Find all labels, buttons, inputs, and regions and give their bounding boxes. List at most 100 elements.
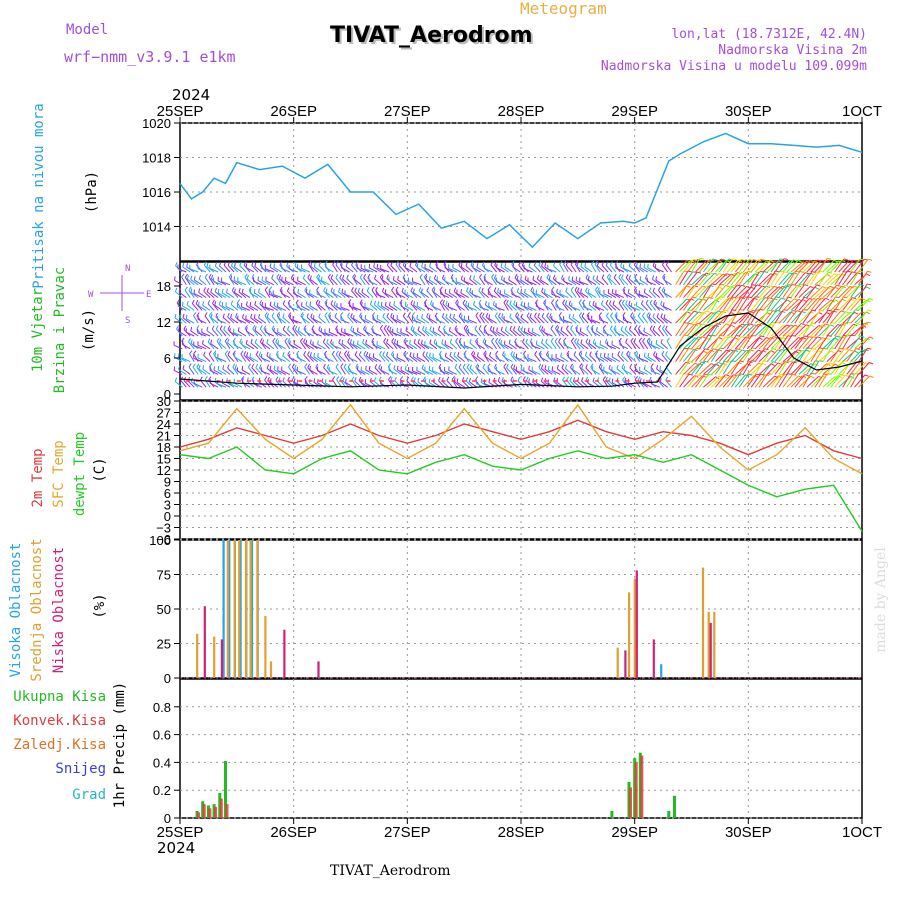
wind-barb — [303, 341, 310, 350]
wind-barb — [802, 322, 813, 337]
wind-barb-flag — [854, 350, 859, 354]
wind-barb — [335, 264, 342, 273]
wind-barb-flag — [607, 288, 610, 293]
wind-barb — [524, 331, 533, 337]
wind-barb — [699, 373, 710, 388]
wind-barb-flag — [759, 270, 764, 273]
wind-barb — [390, 265, 398, 273]
wind-barb — [273, 305, 282, 311]
compass-icon: N S E W — [88, 264, 151, 326]
wind-barb — [615, 331, 625, 337]
wind-barb — [517, 329, 525, 337]
wind-barb — [826, 284, 838, 298]
wind-barb-flag — [802, 299, 807, 302]
wind-barb-flag — [534, 299, 539, 304]
wind-barb-flag — [368, 263, 371, 268]
wind-barb — [630, 340, 637, 350]
wind-barb-flag — [596, 326, 598, 332]
wind-barb-flag — [752, 309, 757, 312]
wind-barb — [662, 328, 669, 337]
wind-barb — [810, 270, 820, 286]
wind-barb — [266, 355, 275, 362]
wind-barb-flag — [820, 309, 825, 312]
wind-barb-flag — [508, 276, 510, 281]
x-tick-label-top: 28SEP — [498, 103, 545, 120]
wind-barb — [738, 335, 750, 350]
wind-barb — [394, 380, 402, 388]
wind-barb — [644, 368, 652, 375]
wind-barb — [189, 268, 199, 273]
wind-barb — [381, 305, 390, 311]
wind-barb — [543, 331, 553, 337]
wind-barb — [778, 311, 791, 324]
wind-barb-flag — [286, 262, 289, 267]
wind-barb — [390, 380, 398, 388]
wind-barb — [369, 356, 378, 363]
wind-barb — [197, 344, 207, 350]
wind-barb — [445, 356, 454, 363]
wind-barb — [545, 342, 553, 350]
wind-barb-flag — [600, 364, 603, 369]
wind-barb-flag — [534, 350, 538, 355]
wind-barb-flag — [259, 325, 263, 330]
wind-barb-flag — [186, 263, 188, 268]
wind-barb — [790, 349, 803, 362]
wind-barb — [822, 260, 835, 273]
wind-barb-flag — [223, 261, 227, 266]
wind-barb — [275, 341, 283, 350]
wind-barb-flag — [639, 378, 642, 383]
wind-barb-flag — [646, 337, 650, 342]
wind-barb-flag — [331, 350, 335, 355]
wind-barb-flag — [410, 287, 414, 292]
wind-barb — [366, 290, 374, 298]
wind-barb-flag — [787, 373, 792, 375]
wind-barb-flag — [444, 288, 447, 294]
wind-barb — [351, 264, 358, 273]
wind-barb — [466, 290, 474, 298]
wind-barb-flag — [544, 262, 547, 268]
wind-barb-flag — [604, 338, 608, 343]
wind-ylabel-1: 10m Vjetar — [30, 288, 46, 372]
wind-barb-flag — [636, 352, 639, 357]
wind-barb — [734, 259, 746, 273]
wind-barb — [562, 302, 569, 311]
wind-barb — [536, 305, 545, 311]
wind-barb-flag — [825, 297, 830, 301]
wind-barb-flag — [791, 283, 797, 286]
wind-barb-flag — [608, 300, 612, 305]
cloud-bar — [283, 629, 286, 678]
wind-barb — [718, 286, 732, 298]
wind-barb — [838, 259, 850, 273]
wind-barb-flag — [584, 262, 587, 267]
y-tick-label: 18 — [157, 440, 171, 455]
wind-barb — [541, 381, 549, 388]
cloud-bar — [256, 540, 259, 678]
wind-barb — [504, 356, 513, 363]
wind-barb-flag — [384, 289, 387, 294]
wind-barb-flag — [585, 376, 589, 381]
wind-barb-flag — [546, 312, 550, 317]
wind-barb-flag — [544, 301, 547, 306]
wind-barb — [189, 353, 195, 362]
wind-barb-flag — [481, 312, 485, 317]
cloud-bar — [616, 647, 619, 678]
wind-barb-flag — [869, 375, 874, 379]
wind-barb — [503, 319, 513, 324]
wind-barb-flag — [340, 363, 344, 368]
y-tick-label: 6 — [164, 486, 171, 501]
wind-barb-flag — [228, 273, 233, 278]
wind-barb — [762, 285, 775, 298]
wind-barb-flag — [605, 376, 608, 381]
wind-barb-flag — [469, 287, 472, 293]
wind-barb — [722, 284, 734, 298]
wind-barb — [254, 342, 263, 350]
wind-barb — [854, 374, 866, 388]
wind-barb-flag — [204, 273, 209, 278]
wind-barb — [357, 291, 366, 298]
wind-barb — [463, 328, 470, 337]
wind-barb — [830, 323, 842, 337]
wind-barb-flag — [386, 338, 389, 343]
wind-barb-flag — [352, 340, 355, 345]
wind-barb — [834, 284, 846, 298]
wind-barb — [496, 267, 505, 273]
